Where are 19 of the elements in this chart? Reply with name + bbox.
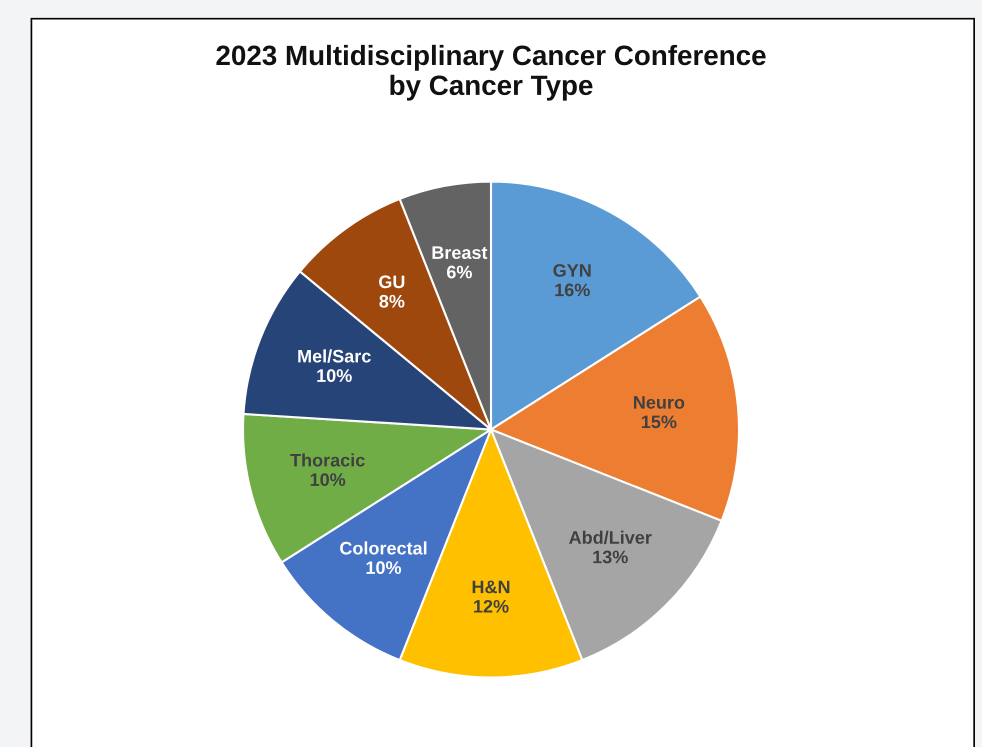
data-label: 6% <box>447 266 472 278</box>
slice-label: Breast <box>432 246 488 259</box>
data-label: 12% <box>474 600 509 613</box>
data-label: 15% <box>642 415 676 428</box>
data-label: 10% <box>366 561 402 574</box>
data-label: 10% <box>317 369 352 382</box>
slice-label: GU <box>379 275 404 288</box>
chart-title: 2023 Multidisciplinary Cancer Conference by Cancer Type <box>216 44 766 101</box>
slice-label: Neuro <box>634 396 684 409</box>
data-label: 8% <box>379 294 404 308</box>
data-label: 10% <box>310 473 346 486</box>
slice-label: Abd/Liver <box>569 530 652 544</box>
slice-label: Colorectal <box>340 541 426 555</box>
slice-label: H&N <box>472 580 510 594</box>
slice-label: Mel/Sarc <box>298 349 371 363</box>
data-label: 16% <box>555 284 590 296</box>
slice-label: GYN <box>553 264 591 277</box>
data-label: 13% <box>593 550 628 564</box>
slice-label: Thoracic <box>290 453 365 467</box>
